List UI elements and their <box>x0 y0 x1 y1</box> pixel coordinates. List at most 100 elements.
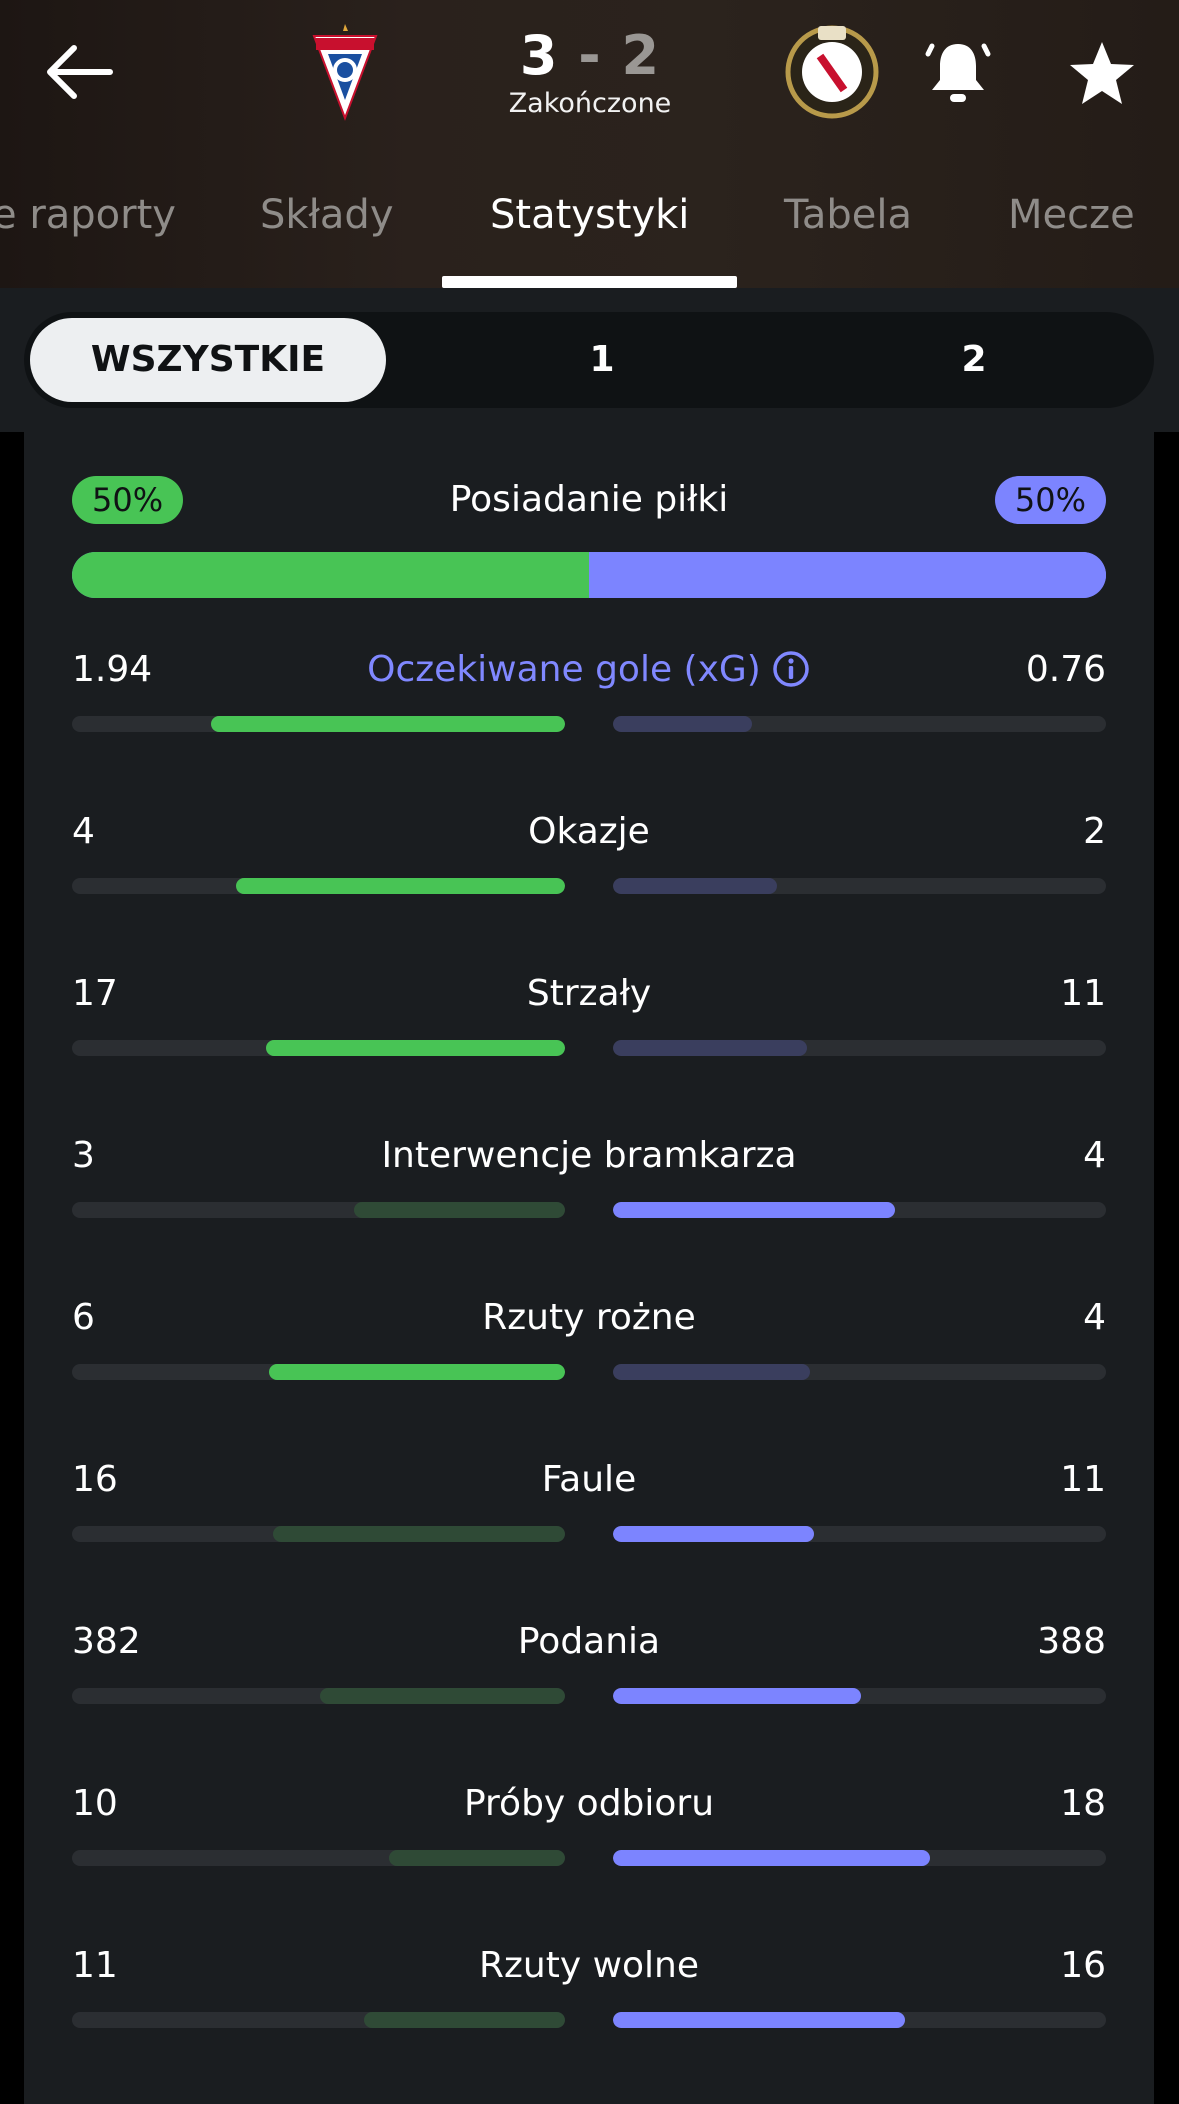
home-stat-track <box>72 1364 565 1380</box>
bell-icon <box>925 43 991 102</box>
away-stat-fill <box>613 1202 895 1218</box>
stat-row: 10 Próby odbioru 18 <box>72 1778 1106 1898</box>
away-stat-track <box>613 2012 1106 2028</box>
away-stat-track <box>613 716 1106 732</box>
xg-info-link[interactable]: Oczekiwane gole (xG) <box>72 644 1106 696</box>
stat-name: Interwencje bramkarza <box>72 1130 1106 1182</box>
away-stat-fill <box>613 1688 861 1704</box>
home-score: 3 <box>519 24 559 87</box>
away-team-logo[interactable] <box>782 20 882 120</box>
away-stat-value: 11 <box>1060 973 1106 1014</box>
away-stat-track <box>613 1526 1106 1542</box>
home-stat-value: 16 <box>72 1459 118 1500</box>
home-stat-fill <box>320 1688 565 1704</box>
match-score: 3 - 2 <box>440 24 740 87</box>
home-stat-value: 11 <box>72 1945 118 1986</box>
away-stat-value: 18 <box>1060 1783 1106 1824</box>
away-stat-value: 4 <box>1083 1297 1106 1338</box>
stat-row: 16 Faule 11 <box>72 1454 1106 1574</box>
away-stat-value: 388 <box>1037 1621 1106 1662</box>
stat-row: 4 Okazje 2 <box>72 806 1106 926</box>
home-stat-value: 4 <box>72 811 95 852</box>
stat-row: 382 Podania 388 <box>72 1616 1106 1736</box>
favorite-button[interactable] <box>1062 34 1142 114</box>
away-stat-fill <box>613 1040 807 1056</box>
away-stat-fill <box>613 2012 905 2028</box>
home-stat-track <box>72 1526 565 1542</box>
stat-name-text: Okazje <box>528 811 650 852</box>
home-stat-fill <box>364 2012 565 2028</box>
stat-name-text: Interwencje bramkarza <box>381 1135 797 1176</box>
stat-name: Faule <box>72 1454 1106 1506</box>
home-stat-track <box>72 716 565 732</box>
home-stat-value: 10 <box>72 1783 118 1824</box>
home-crest-icon <box>312 24 378 121</box>
away-stat-fill <box>613 878 777 894</box>
tab-lineups[interactable]: Składy <box>260 192 394 238</box>
stat-name: Próby odbioru <box>72 1778 1106 1830</box>
tab-table[interactable]: Tabela <box>784 192 912 238</box>
home-stat-value: 382 <box>72 1621 141 1662</box>
away-stat-track <box>613 1040 1106 1056</box>
away-stat-track <box>613 878 1106 894</box>
possession-stat: 50% Posiadanie piłki 50% <box>72 476 1106 598</box>
back-button[interactable] <box>40 36 120 108</box>
away-possession-badge: 50% <box>994 476 1106 524</box>
home-stat-fill <box>273 1526 565 1542</box>
home-stat-track <box>72 1040 565 1056</box>
possession-bar <box>72 552 1106 598</box>
segment-all[interactable]: WSZYSTKIE <box>30 318 386 402</box>
home-stat-track <box>72 2012 565 2028</box>
away-score: 2 <box>621 24 661 87</box>
away-stat-fill <box>613 1364 810 1380</box>
score-separator: - <box>578 24 602 87</box>
away-stat-track <box>613 1850 1106 1866</box>
away-stat-track <box>613 1202 1106 1218</box>
notifications-button[interactable] <box>918 34 998 114</box>
stat-row: 3 Interwencje bramkarza 4 <box>72 1130 1106 1250</box>
segment-first-half[interactable]: 1 <box>589 339 615 380</box>
stat-row: 1.94 Oczekiwane gole (xG) 0.76 <box>72 644 1106 764</box>
away-stat-fill <box>613 716 752 732</box>
home-stat-fill <box>236 878 565 894</box>
home-stat-fill <box>269 1364 565 1380</box>
away-stat-value: 2 <box>1083 811 1106 852</box>
star-icon <box>1070 42 1134 104</box>
stat-name: Rzuty wolne <box>72 1940 1106 1992</box>
away-stat-track <box>613 1688 1106 1704</box>
stat-row: 11 Rzuty wolne 16 <box>72 1940 1106 2060</box>
home-stat-value: 6 <box>72 1297 95 1338</box>
info-icon[interactable] <box>771 649 811 689</box>
stat-name-text: Strzały <box>526 973 652 1014</box>
home-stat-fill <box>211 716 565 732</box>
stat-name: Okazje <box>72 806 1106 858</box>
away-possession-fill <box>589 552 1106 598</box>
tab-reports[interactable]: e raporty <box>0 192 176 238</box>
statistics-card: 50% Posiadanie piłki 50% 1.94 Oczekiwane … <box>24 432 1154 2104</box>
away-stat-value: 16 <box>1060 1945 1106 1986</box>
home-stat-value: 17 <box>72 973 118 1014</box>
away-stat-fill <box>613 1850 930 1866</box>
stat-name: Posiadanie piłki <box>449 479 729 520</box>
match-tabs: e raporty Składy Statystyki Tabela Mecze <box>0 180 1179 288</box>
away-stat-value: 11 <box>1060 1459 1106 1500</box>
stat-name-text: Rzuty wolne <box>478 1945 700 1986</box>
stat-row: 6 Rzuty rożne 4 <box>72 1292 1106 1412</box>
stat-name: Podania <box>72 1616 1106 1668</box>
stat-name-text: Rzuty rożne <box>482 1297 696 1338</box>
tab-statistics[interactable]: Statystyki <box>490 192 690 238</box>
home-stat-fill <box>389 1850 565 1866</box>
home-stat-value: 3 <box>72 1135 95 1176</box>
home-stat-track <box>72 1202 565 1218</box>
stat-name-text: Podania <box>517 1621 661 1662</box>
match-status: Zakończone <box>508 88 672 119</box>
active-tab-indicator <box>442 276 737 288</box>
away-stat-fill <box>613 1526 814 1542</box>
away-stat-value: 4 <box>1083 1135 1106 1176</box>
segment-second-half[interactable]: 2 <box>961 339 987 380</box>
tab-matches[interactable]: Mecze <box>1008 192 1135 238</box>
stat-name-text: Faule <box>541 1459 637 1500</box>
arrow-left-icon <box>47 45 113 99</box>
home-stat-track <box>72 878 565 894</box>
home-team-logo[interactable] <box>310 22 380 122</box>
